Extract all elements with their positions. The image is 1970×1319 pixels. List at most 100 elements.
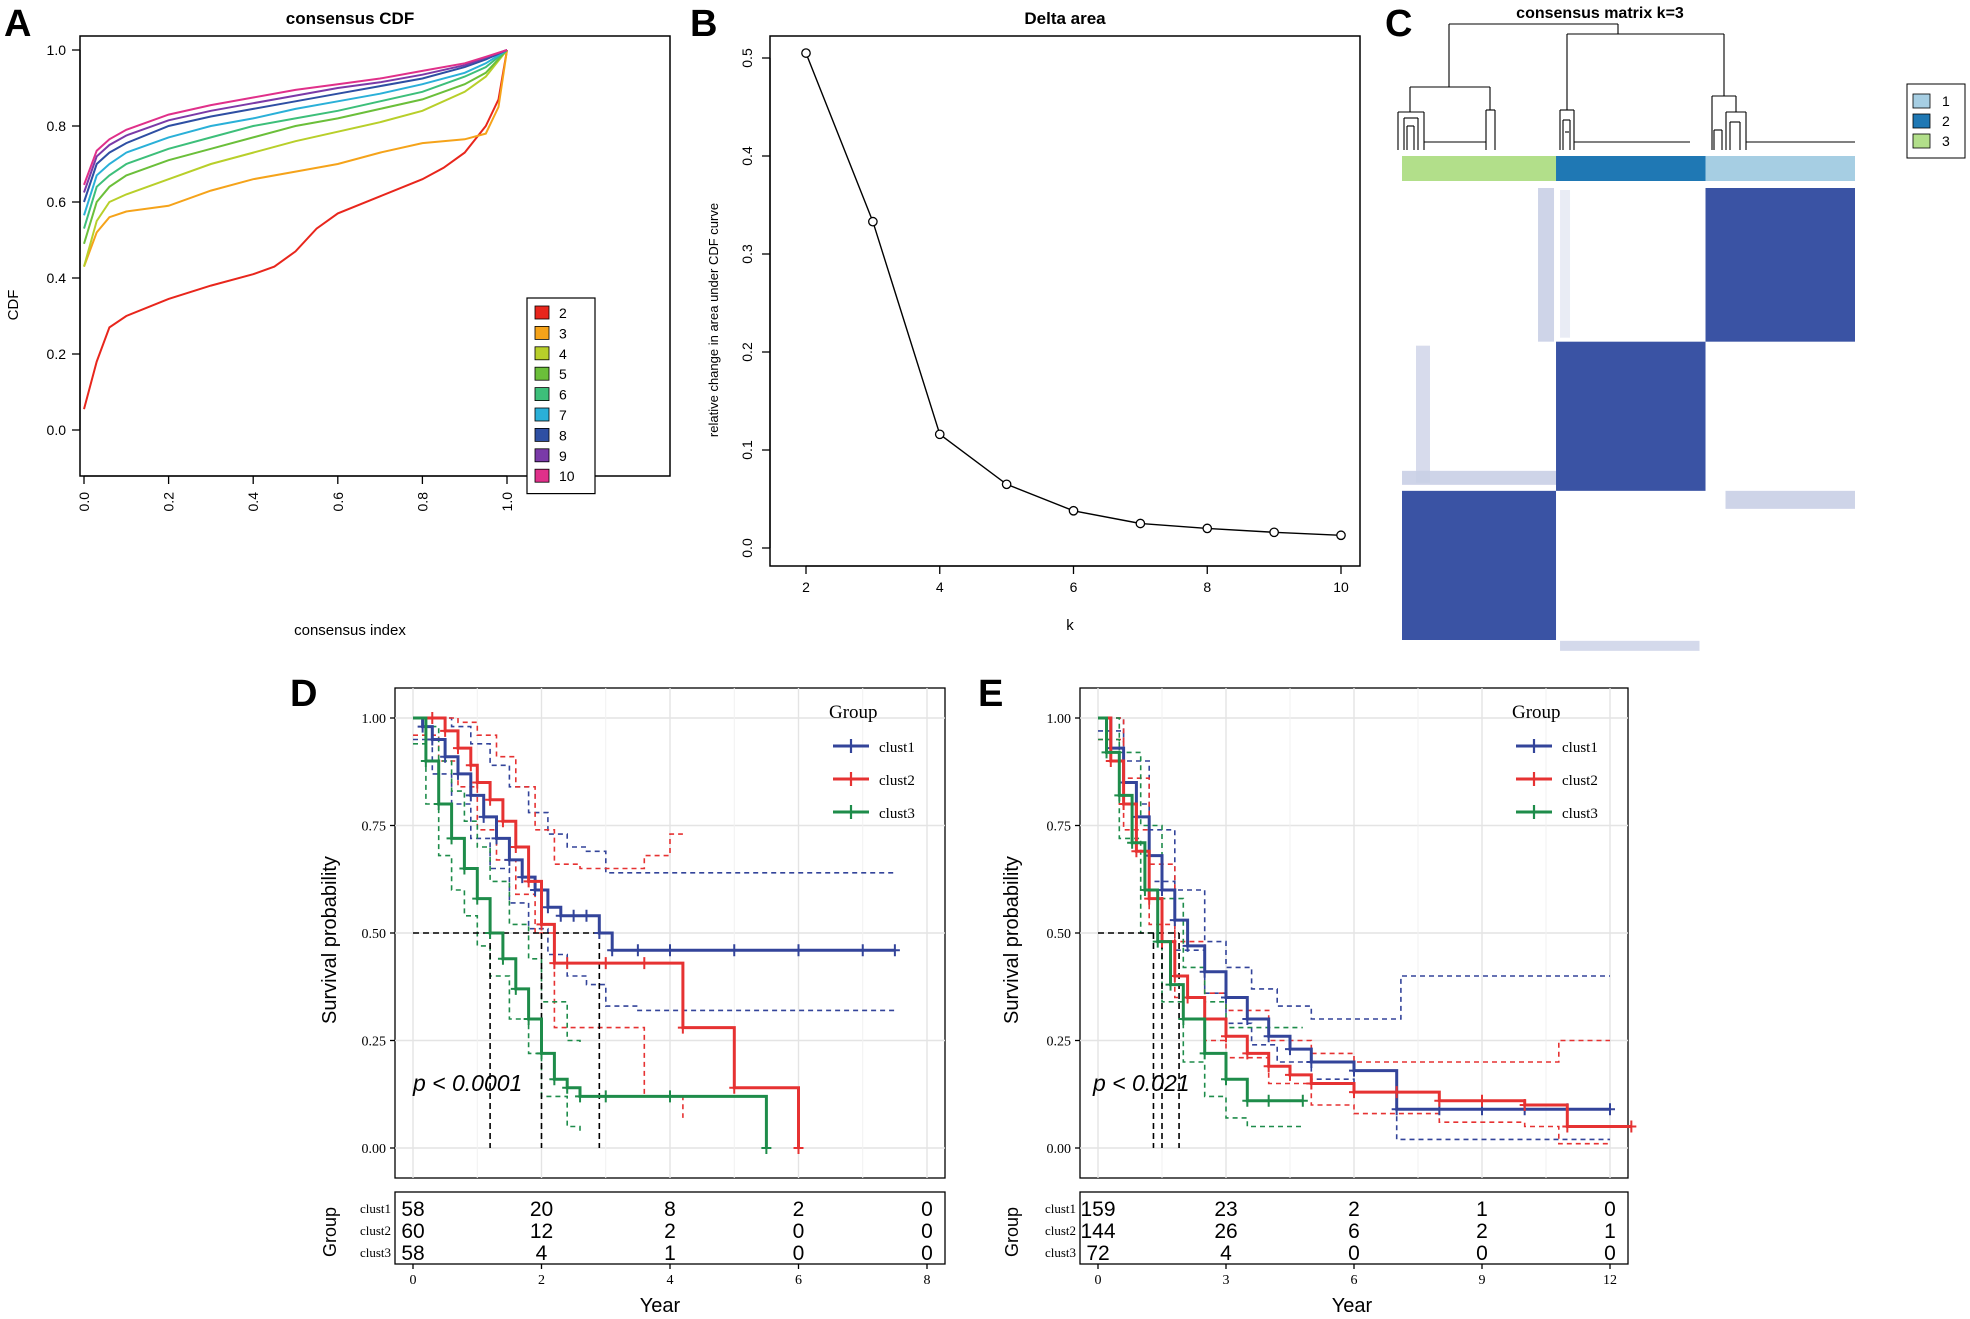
panel-d-x-tick-label: 4 [667,1273,674,1288]
panel-b-x-tick-label: 8 [1203,579,1211,595]
panel-d-censor-mark [510,841,521,853]
panel-a-y-tick-label: 0.2 [47,346,67,362]
panel-a-y-tick-label: 1.0 [47,42,67,58]
panel-d-risk-count: 58 [401,1198,424,1221]
panel-c-cluster-bar [1402,156,1855,181]
panel-e-censor-mark [1477,1094,1487,1107]
panel-d-ci-upper-clust1 [413,717,895,874]
panel-e-ci-lower-clust3 [1098,738,1303,1128]
panel-d-risk-count: 4 [536,1242,548,1265]
panel-a-x-tick-label: 0.4 [245,492,261,512]
panel-a-series-k10 [83,49,508,186]
panel-a-x-tick-label: 0.2 [161,492,177,512]
panel-d-censor-mark [542,901,553,914]
panel-a-series-k2 [83,49,508,410]
panel-d-censor-mark [793,1142,804,1154]
panel-c-heatmap-faint-block [1725,490,1855,509]
panel-e-censor-mark [1242,1047,1253,1060]
panel-d-risk-count: 0 [921,1242,933,1265]
panel-d-axes: 0.00 0.25 0.50 0.75 1.00 [362,712,395,1157]
panel-d-x-tick-label: 0 [410,1273,417,1288]
panel-d-censor-mark [504,853,515,866]
panel-d-ci-upper-clust2 [413,717,683,870]
panel-d-median-lines [413,932,601,1148]
panel-e-censor-mark [1127,836,1138,849]
panel-b-point [1001,479,1012,490]
panel-b-xlabel: k [1066,617,1074,634]
panel-e-risk-row-label: clust1 [1045,1201,1076,1216]
panel-c-legend-label: 1 [1942,93,1950,109]
panel-e-km-curve: Group clust1 clust2 clust3 0.00 0.25 0.50 0.75… [1001,687,1637,1317]
panel-a-y-tick-label: 0.0 [47,422,67,438]
panel-c-heatmap-faint-block [1416,345,1430,483]
panel-d-censor-mark [465,759,476,772]
panel-e-censor-mark [1221,1030,1231,1043]
panel-e-risk-count: 0 [1476,1242,1488,1265]
panel-b-plot-frame [769,35,1361,567]
panel-a-y-tick-label: 0.6 [47,194,67,210]
panel-a-legend-swatch [534,448,550,463]
panel-d-censor-mark [600,1090,611,1103]
panel-a-x-tick-label: 0.0 [76,492,92,512]
panel-d-censor-mark [523,1013,534,1025]
panel-e-censor-mark [1285,1068,1295,1081]
panel-d-legend-label: clust1 [879,740,915,756]
panel-e-censor-mark [1391,1086,1402,1099]
panel-d-censor-mark [491,832,502,845]
panel-a-legend: 2 3 4 5 6 7 8 9 10 [526,297,596,495]
panel-d-risk-count: 2 [664,1220,676,1243]
panel-d-censor-mark [427,712,438,724]
panel-d-censor-mark [523,875,534,888]
panel-e-censor-mark [1118,798,1129,810]
panel-d-risk-count: 2 [793,1198,805,1221]
panel-e-y-tick-label: 1.00 [1047,712,1072,727]
panel-e-y-tick-label: 0.25 [1047,1035,1072,1050]
panel-e-legend-label: clust2 [1562,773,1598,789]
panel-e-censor-mark [1306,1056,1317,1068]
panel-d-y-tick-label: 0.50 [362,927,387,942]
panel-a-legend-swatch [534,387,550,402]
panel-e-legend-marker [1528,739,1540,753]
panel-d-censor-mark [575,1090,586,1103]
panel-d-xlabel: Year [640,1295,681,1317]
panel-d-censor-mark [465,789,476,802]
panel-a-y-tick-label: 0.8 [47,118,67,134]
panel-a-series-k3 [83,49,508,267]
panel-e-censor-mark [1178,1013,1189,1025]
panel-d-censor-mark [446,832,457,845]
panel-d-censor-mark [665,1090,675,1103]
panel-b-point [1269,527,1279,538]
panel-e-censor-mark [1263,1030,1274,1043]
panel-e-censor-mark [1297,1094,1308,1107]
panel-d-censor-mark [510,982,521,995]
panel-a-series-k6 [83,49,508,229]
panel-c-heatmap-block [1402,490,1557,640]
panel-e-risk-count: 1 [1604,1220,1616,1243]
panel-a-legend-label: 4 [559,346,567,362]
panel-d-legend-label: clust3 [879,806,915,822]
panel-c-legend: 1 2 3 [1906,83,1966,159]
panel-e-censor-mark [1101,746,1112,759]
panel-a-series-k7 [83,49,508,216]
panel-e-ylabel: Survival probability [1001,856,1023,1024]
panel-e-risk-row-label: clust2 [1045,1223,1076,1238]
panel-a-series-k8 [83,49,508,203]
panel-e-legend-label: clust3 [1562,806,1598,822]
panel-d-y-tick-label: 0.25 [362,1035,387,1050]
panel-a-xlabel: consensus index [294,622,406,639]
panel-d-censor-mark [665,944,675,957]
panel-label-b: B [690,3,717,45]
panel-d-y-tick-label: 0.75 [362,820,387,835]
panel-a-legend-swatch [534,346,550,361]
panel-e-y-tick-label: 0.00 [1047,1142,1072,1157]
panel-b-y-tick-label: 0.2 [739,342,755,362]
panel-b-point [868,216,878,227]
panel-label-d: D [290,673,317,715]
panel-b-x-tick-label: 2 [802,579,810,595]
panel-e-censor-mark [1199,1047,1210,1060]
panel-b-x-tick-label: 4 [936,579,944,595]
panel-a-x-tick-label: 0.8 [414,492,430,512]
panel-e-censor-mark [1263,1060,1274,1073]
panel-e-y-tick-label: 0.50 [1047,927,1072,942]
panel-a-legend-label: 9 [559,448,567,464]
